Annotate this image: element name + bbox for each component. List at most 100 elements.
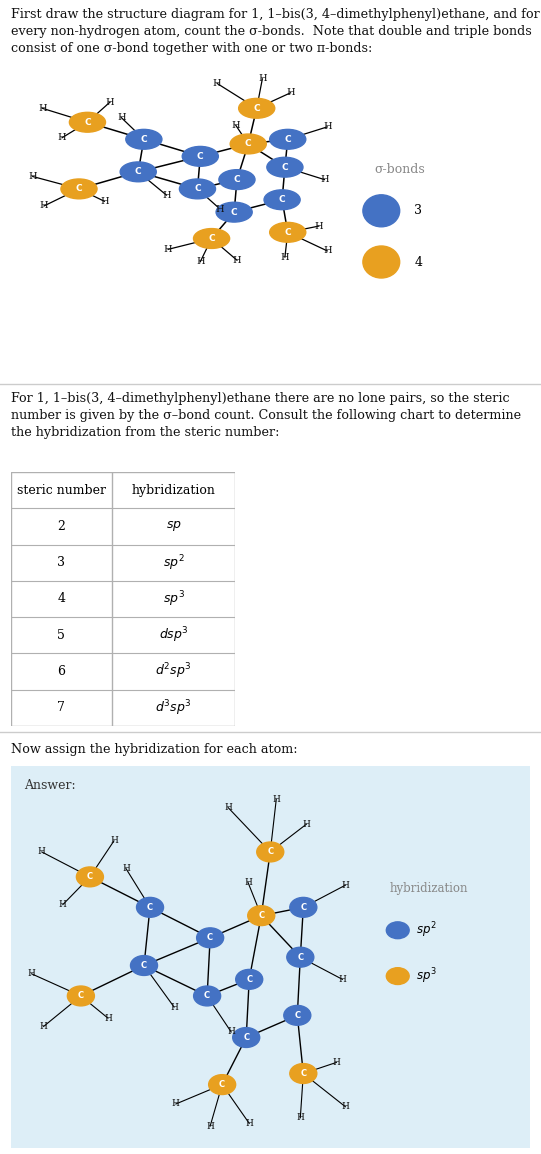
Circle shape bbox=[61, 179, 97, 198]
Text: $sp$: $sp$ bbox=[166, 519, 182, 533]
Text: H: H bbox=[39, 202, 48, 210]
Circle shape bbox=[126, 129, 162, 149]
Text: $sp^3$: $sp^3$ bbox=[163, 590, 184, 609]
Text: H: H bbox=[59, 900, 67, 909]
Text: C: C bbox=[234, 175, 240, 185]
Text: H: H bbox=[206, 1122, 214, 1131]
Circle shape bbox=[363, 195, 400, 227]
Text: H: H bbox=[29, 172, 37, 181]
Circle shape bbox=[120, 162, 156, 182]
Text: Now assign the hybridization for each atom:: Now assign the hybridization for each at… bbox=[11, 743, 298, 757]
Circle shape bbox=[284, 1005, 311, 1025]
Text: C: C bbox=[197, 152, 203, 160]
Text: C: C bbox=[78, 991, 84, 1001]
Text: hybridization: hybridization bbox=[390, 882, 469, 894]
Text: Answer:: Answer: bbox=[24, 779, 75, 793]
Text: C: C bbox=[267, 847, 273, 856]
Text: H: H bbox=[224, 803, 232, 812]
Text: C: C bbox=[279, 195, 286, 204]
Circle shape bbox=[287, 947, 314, 967]
Text: H: H bbox=[28, 969, 36, 979]
Text: H: H bbox=[232, 121, 240, 130]
Text: H: H bbox=[39, 1022, 48, 1031]
Text: H: H bbox=[162, 190, 171, 200]
Text: H: H bbox=[233, 256, 241, 264]
Circle shape bbox=[130, 956, 157, 975]
Text: $sp^3$: $sp^3$ bbox=[416, 966, 437, 986]
Text: H: H bbox=[245, 1119, 253, 1127]
Text: H: H bbox=[213, 78, 221, 88]
Circle shape bbox=[194, 228, 229, 248]
Text: C: C bbox=[294, 1011, 300, 1020]
Text: 3: 3 bbox=[414, 204, 423, 217]
Text: H: H bbox=[105, 98, 114, 106]
Text: C: C bbox=[300, 1069, 306, 1078]
Text: H: H bbox=[170, 1003, 178, 1012]
Circle shape bbox=[264, 189, 300, 210]
Circle shape bbox=[257, 842, 284, 862]
Circle shape bbox=[233, 1027, 260, 1048]
Text: steric number: steric number bbox=[17, 484, 106, 496]
Circle shape bbox=[136, 898, 163, 917]
Circle shape bbox=[248, 906, 275, 926]
Text: H: H bbox=[314, 222, 323, 231]
Circle shape bbox=[269, 129, 306, 149]
Text: H: H bbox=[258, 74, 267, 83]
Text: H: H bbox=[281, 253, 289, 262]
Text: C: C bbox=[194, 185, 201, 194]
Text: C: C bbox=[285, 227, 291, 237]
Text: C: C bbox=[258, 912, 265, 920]
Text: 2: 2 bbox=[57, 520, 65, 533]
Circle shape bbox=[236, 969, 263, 989]
Text: H: H bbox=[332, 1058, 340, 1067]
Text: H: H bbox=[296, 1114, 304, 1123]
Text: C: C bbox=[243, 1033, 249, 1042]
Text: H: H bbox=[100, 197, 109, 205]
Text: C: C bbox=[141, 135, 147, 144]
Circle shape bbox=[230, 134, 266, 153]
Text: $sp^2$: $sp^2$ bbox=[416, 921, 437, 941]
Text: H: H bbox=[323, 247, 332, 255]
Circle shape bbox=[194, 986, 221, 1006]
Text: 7: 7 bbox=[57, 702, 65, 714]
Text: H: H bbox=[58, 133, 67, 142]
Text: $sp^2$: $sp^2$ bbox=[163, 553, 184, 572]
Circle shape bbox=[269, 223, 306, 242]
Text: 3: 3 bbox=[57, 556, 65, 569]
Text: H: H bbox=[104, 1013, 112, 1022]
Circle shape bbox=[216, 202, 252, 222]
Text: H: H bbox=[110, 837, 118, 846]
Text: C: C bbox=[300, 902, 306, 912]
Text: C: C bbox=[231, 208, 237, 217]
Text: H: H bbox=[227, 1027, 235, 1036]
Text: H: H bbox=[38, 847, 46, 856]
Text: First draw the structure diagram for 1, 1–bis(3, 4–dimethylphenyl)ethane, and fo: First draw the structure diagram for 1, … bbox=[11, 8, 539, 55]
Text: $d^2sp^3$: $d^2sp^3$ bbox=[155, 661, 192, 681]
Circle shape bbox=[68, 986, 94, 1006]
Text: C: C bbox=[207, 934, 213, 943]
Text: H: H bbox=[216, 204, 225, 213]
Text: C: C bbox=[297, 953, 304, 961]
Text: hybridization: hybridization bbox=[131, 484, 215, 496]
Text: H: H bbox=[341, 881, 349, 890]
Circle shape bbox=[69, 112, 105, 133]
Text: C: C bbox=[208, 234, 215, 243]
Text: C: C bbox=[219, 1080, 225, 1089]
Text: C: C bbox=[141, 961, 147, 971]
Text: H: H bbox=[341, 1102, 349, 1111]
Text: C: C bbox=[285, 135, 291, 144]
Text: 5: 5 bbox=[57, 629, 65, 642]
Text: C: C bbox=[204, 991, 210, 1001]
Text: $dsp^3$: $dsp^3$ bbox=[159, 625, 188, 645]
Text: For 1, 1–bis(3, 4–dimethylphenyl)ethane there are no lone pairs, so the steric
n: For 1, 1–bis(3, 4–dimethylphenyl)ethane … bbox=[11, 392, 521, 439]
Text: C: C bbox=[76, 185, 82, 194]
Text: $d^3sp^3$: $d^3sp^3$ bbox=[155, 698, 192, 718]
Text: 4: 4 bbox=[414, 255, 423, 269]
Circle shape bbox=[182, 147, 219, 166]
Text: C: C bbox=[282, 163, 288, 172]
Text: H: H bbox=[320, 175, 329, 185]
Text: H: H bbox=[122, 864, 130, 874]
Circle shape bbox=[386, 922, 409, 938]
Text: C: C bbox=[87, 872, 93, 882]
Text: C: C bbox=[147, 902, 153, 912]
